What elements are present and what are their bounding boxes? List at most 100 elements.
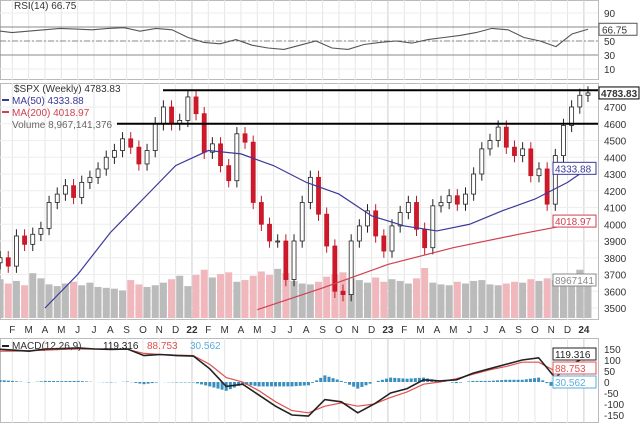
macd-histogram-bar — [500, 380, 504, 382]
macd-tick-label: 150 — [604, 345, 621, 356]
price-tick-label: 4400 — [604, 153, 627, 164]
macd-histogram-bar — [68, 381, 72, 382]
volume-bar — [388, 279, 396, 318]
rsi-title: RSI(14) 66.75 — [14, 1, 77, 12]
macd-tick-label: 0 — [604, 378, 610, 389]
macd-histogram-bar — [479, 380, 483, 382]
volume-bar — [200, 269, 208, 318]
ma50-value-label: 4333.88 — [555, 164, 592, 175]
volume-bar — [241, 280, 249, 318]
macd-histogram-bar — [364, 382, 368, 386]
candle-body — [218, 143, 223, 167]
volume-bar — [21, 285, 29, 318]
ma50-legend: MA(50) 4333.88 — [12, 96, 84, 107]
candle-body — [397, 212, 403, 227]
volume-bar — [78, 285, 86, 318]
candle-body — [5, 257, 11, 267]
candle-body — [250, 141, 256, 203]
macd-histogram-bar — [459, 382, 463, 383]
macd-histogram-bar — [220, 382, 224, 390]
volume-bar — [12, 280, 20, 318]
candle-body — [22, 235, 27, 245]
candle-body — [373, 210, 379, 237]
macd-histogram-bar — [274, 382, 278, 387]
macd-histogram-bar — [524, 379, 528, 382]
macd-histogram-bar — [257, 382, 261, 387]
macd-histogram-bar — [405, 378, 409, 382]
candle-body — [536, 168, 542, 177]
candle-body — [136, 146, 142, 165]
macd-histogram-bar — [138, 382, 142, 384]
candle-body — [283, 240, 289, 280]
volume-bar — [70, 281, 78, 318]
volume-bar — [380, 281, 388, 318]
macd-histogram-bar — [241, 382, 245, 385]
volume-bar — [274, 268, 282, 318]
volume-bar — [551, 280, 559, 318]
x-tick-label: J — [483, 325, 488, 336]
macd-histogram-bar — [282, 382, 286, 387]
candle-body — [299, 202, 305, 242]
macd-histogram-bar — [43, 380, 47, 382]
candle-body — [348, 240, 354, 295]
volume-bar — [257, 271, 265, 318]
hist-value-tag — [552, 375, 597, 389]
volume-bar — [437, 284, 445, 318]
candle-body — [267, 223, 272, 242]
volume-bar — [127, 280, 135, 318]
macd-histogram-bar — [302, 382, 306, 386]
macd-histogram-bar — [298, 382, 302, 386]
candle-body — [569, 106, 575, 126]
candle-body — [487, 140, 493, 150]
x-tick-label: M — [253, 325, 261, 336]
volume-bar — [249, 275, 257, 318]
candle-body — [365, 210, 370, 227]
macd-histogram-bar — [39, 381, 43, 382]
macd-histogram-bar — [84, 381, 88, 382]
hist-legend-value: 30.562 — [190, 341, 221, 352]
volume-bar — [29, 273, 37, 318]
x-tick-label: 22 — [186, 325, 198, 336]
volume-bar — [470, 280, 478, 318]
volume-bar — [151, 285, 159, 318]
candle-body — [275, 240, 281, 243]
macd-histogram-bar — [290, 382, 294, 387]
rsi-tick-label: 10 — [604, 65, 616, 76]
macd-histogram-bar — [15, 381, 19, 382]
macd-histogram-bar — [528, 378, 532, 382]
volume-bar — [102, 287, 110, 318]
volume-bar — [61, 283, 69, 318]
price-tick-label: 3900 — [604, 237, 627, 248]
volume-bar — [510, 281, 518, 318]
macd-histogram-bar — [413, 378, 417, 382]
x-tick-label: A — [303, 325, 310, 336]
panel-border — [0, 83, 599, 320]
macd-histogram-bar — [253, 382, 257, 386]
signal-value-tag — [552, 361, 597, 375]
candle-body — [120, 138, 125, 151]
macd-histogram-bar — [56, 381, 60, 382]
macd-histogram-bar — [356, 382, 360, 389]
candle-body — [503, 126, 509, 148]
x-tick-label: J — [271, 325, 276, 336]
candle-body — [63, 185, 68, 195]
volume-bar — [225, 272, 233, 318]
x-tick-label: A — [238, 325, 245, 336]
volume-bar — [217, 274, 225, 318]
macd-histogram-bar — [6, 380, 10, 382]
macd-histogram-bar — [76, 380, 80, 382]
macd-histogram-bar — [269, 382, 273, 387]
macd-histogram-bar — [520, 379, 524, 382]
x-tick-label: A — [42, 325, 49, 336]
price-tick-label: 3500 — [604, 304, 627, 315]
volume-bar — [143, 286, 151, 318]
volume-bar — [421, 268, 429, 318]
macd-histogram-bar — [200, 382, 204, 385]
candle-body — [446, 195, 452, 203]
macd-histogram-bar — [339, 380, 343, 382]
candle-body — [438, 202, 444, 207]
macd-histogram-bar — [134, 382, 138, 383]
volume-bar — [543, 278, 551, 318]
candle-body — [144, 150, 150, 165]
volume-value-label: 8967141 — [555, 276, 594, 287]
